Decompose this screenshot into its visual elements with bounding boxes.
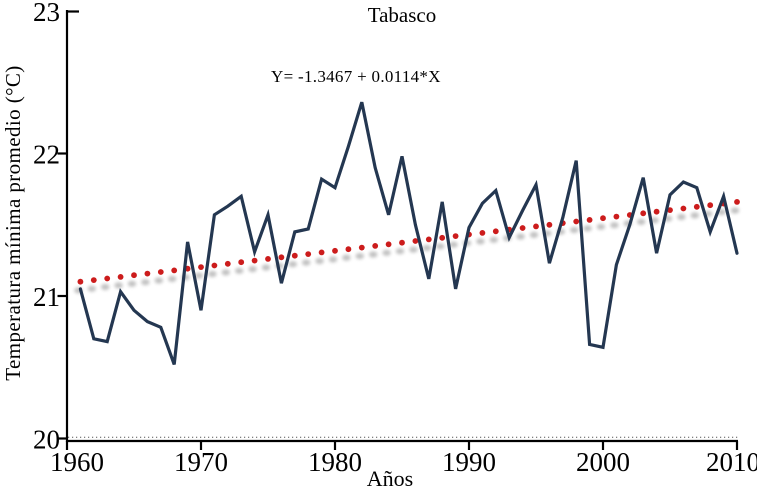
trend-shadow-dot <box>141 279 150 286</box>
trend-dot <box>573 218 580 225</box>
trend-dot <box>452 233 459 240</box>
trend-dot <box>278 254 285 261</box>
trend-dot <box>171 267 178 274</box>
trend-dot <box>399 239 405 246</box>
trend-shadow-dot <box>677 213 686 221</box>
trend-dot <box>707 202 714 209</box>
trend-shadow-dot <box>489 236 498 243</box>
trend-shadow-dot <box>583 225 592 232</box>
trend-shadow-dot <box>101 283 110 291</box>
trend-dot <box>77 278 84 285</box>
trend-dot <box>318 249 325 256</box>
trend-dot <box>211 262 218 269</box>
trend-shadow-dot <box>127 280 137 287</box>
x-axis-title: Años <box>366 466 414 491</box>
trend-dot <box>90 277 97 283</box>
trend-dot <box>251 257 258 264</box>
trend-dot <box>117 274 124 280</box>
x-tick-label: 2000 <box>576 447 630 477</box>
trend-dot <box>157 269 164 275</box>
trend-equation-label: Y= -1.3467 + 0.0114*X <box>271 67 441 86</box>
y-axis-title: Temperatura mínima promedio (°C) <box>1 65 25 381</box>
trend-shadow-dot <box>221 269 230 276</box>
trend-dot <box>586 217 593 223</box>
x-tick-label: 1960 <box>50 447 104 477</box>
trend-shadow-dot <box>476 238 485 245</box>
x-tick-label: 1990 <box>442 447 496 477</box>
trend-shadow-dot <box>382 249 391 256</box>
trend-shadow-dot <box>409 246 418 253</box>
trend-shadow-dot <box>516 233 525 240</box>
trend-dot <box>680 205 687 212</box>
trend-dot <box>372 243 379 249</box>
trend-shadow-dot <box>637 218 646 225</box>
trend-dot <box>693 203 700 210</box>
trend-dot <box>305 251 312 257</box>
trend-shadow-dot <box>248 266 257 273</box>
trend-dot <box>224 260 231 267</box>
y-tick-label: 23 <box>33 0 60 27</box>
y-tick-label: 20 <box>33 425 60 455</box>
trend-shadow-dot <box>208 270 217 278</box>
x-tick-label: 2010 <box>706 447 757 477</box>
trend-shadow-dot <box>235 267 244 274</box>
trend-shadow-dot <box>154 277 163 284</box>
trend-dot <box>412 238 419 244</box>
trend-dot <box>345 246 352 253</box>
trend-shadow-dot <box>302 259 311 266</box>
trend-dot <box>238 259 245 266</box>
trend-dot <box>600 215 606 222</box>
trend-shadow-dot <box>168 275 177 282</box>
trend-shadow-dot <box>436 243 445 250</box>
trend-shadow-dot <box>529 231 539 238</box>
trend-dot <box>533 223 539 230</box>
trend-dot <box>492 228 499 235</box>
trend-shadow-dot <box>596 223 606 230</box>
trend-shadow-dot <box>395 248 405 255</box>
trend-dot <box>519 225 526 231</box>
trend-dot <box>479 230 486 236</box>
y-tick-label: 22 <box>33 140 60 170</box>
trend-shadow-dot <box>194 272 204 279</box>
trend-dot <box>198 264 204 270</box>
trend-dot <box>358 244 365 251</box>
trend-dot <box>667 207 673 214</box>
trend-shadow-dot <box>342 254 351 261</box>
trend-dot <box>104 275 111 282</box>
trend-shadow-dot <box>570 226 579 234</box>
temperature-series-line <box>78 101 739 365</box>
trend-shadow-dot <box>288 261 297 268</box>
trend-dot <box>653 208 660 215</box>
trend-dot <box>385 241 392 248</box>
trend-shadow-dot <box>690 212 699 219</box>
trend-dot <box>640 210 647 217</box>
x-tick-label: 1980 <box>308 447 362 477</box>
trend-shadow-dot <box>449 241 458 248</box>
trend-shadow-dot <box>369 251 378 258</box>
trend-shadow-dot <box>422 244 431 252</box>
trend-dot <box>332 247 338 254</box>
trend-dot <box>734 199 740 205</box>
trend-shadow-dot <box>87 285 97 292</box>
chart-title: Tabasco <box>367 3 437 27</box>
trend-shadow-dot <box>315 257 324 265</box>
trend-dot <box>144 270 151 277</box>
trend-dot <box>439 234 446 241</box>
trend-dot <box>425 236 432 243</box>
trend-dot <box>265 256 271 262</box>
trend-shadow-dot <box>610 222 619 229</box>
trend-dot <box>131 272 137 279</box>
trend-dot <box>613 213 620 220</box>
trend-shadow-dot <box>355 253 364 260</box>
trend-shadow-dot <box>730 207 740 214</box>
trend-dot <box>546 221 553 228</box>
y-tick-label: 21 <box>33 282 60 312</box>
trend-shadow-dot <box>261 264 271 271</box>
x-tick-label: 1970 <box>174 447 228 477</box>
trend-dot <box>291 252 298 259</box>
trend-shadow-dot <box>328 256 338 263</box>
trend-shadow-dot <box>114 282 123 289</box>
